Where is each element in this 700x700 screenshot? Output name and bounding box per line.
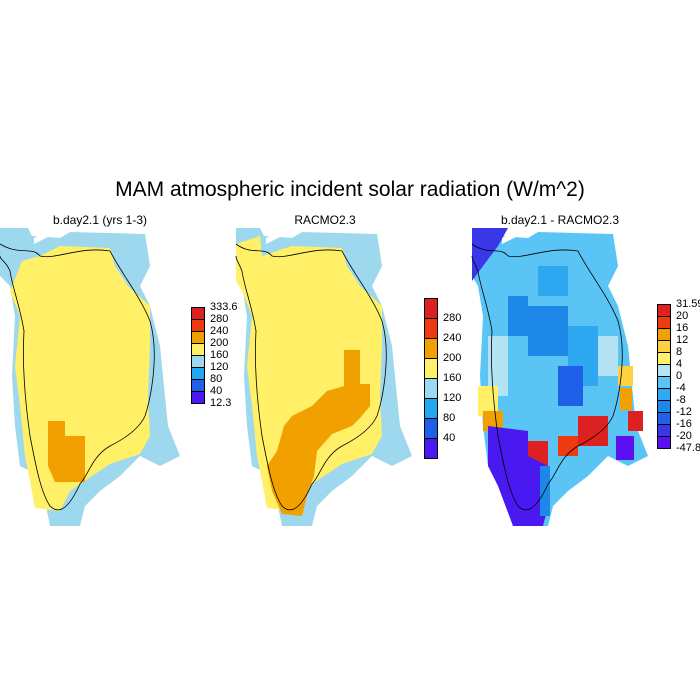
colorbar-label: 16 <box>676 322 689 334</box>
colorbar-swatches <box>191 307 205 404</box>
colorbar-swatch <box>191 331 205 343</box>
colorbar-label: 80 <box>443 412 456 424</box>
colorbar-swatch <box>424 358 438 378</box>
coastline <box>0 243 155 511</box>
colorbar-label: 333.6 <box>210 301 238 313</box>
colorbar-label: 80 <box>210 373 223 385</box>
colorbar-label: 8 <box>676 346 683 358</box>
colorbar-label: 200 <box>210 337 229 349</box>
colorbar-swatch <box>657 340 671 352</box>
colorbar-swatch <box>191 355 205 367</box>
colorbar-label: 31.59 <box>676 298 700 310</box>
colorbar-label: 240 <box>210 325 229 337</box>
coastline <box>471 243 623 511</box>
colorbar-label: 12 <box>676 334 689 346</box>
map-panel-difference <box>471 228 648 526</box>
colorbar-label: 280 <box>210 313 229 325</box>
map-shading <box>236 228 412 526</box>
colorbar-label: -20 <box>676 430 692 442</box>
colorbar-swatch <box>191 379 205 391</box>
colorbar-swatch <box>657 352 671 364</box>
colorbar-swatch <box>657 424 671 436</box>
colorbar-swatch <box>191 391 205 404</box>
colorbar-swatch <box>657 364 671 376</box>
colorbar-swatch <box>191 319 205 331</box>
colorbar-label: 12.3 <box>210 397 232 409</box>
colorbar-swatch <box>657 412 671 424</box>
map-shading <box>0 228 180 526</box>
map-panel-racmo <box>235 228 412 526</box>
colorbar-label: 0 <box>676 370 683 382</box>
colorbar-label: 120 <box>210 361 229 373</box>
colorbar-swatch <box>191 307 205 319</box>
colorbar-swatches <box>424 298 438 459</box>
colorbar-swatch <box>657 400 671 412</box>
colorbar-label: 4 <box>676 358 683 370</box>
map-shading <box>472 228 648 526</box>
colorbar-label: 200 <box>443 352 462 364</box>
colorbar-swatch <box>424 338 438 358</box>
colorbar-label: 40 <box>443 432 456 444</box>
colorbar-label: 160 <box>210 349 229 361</box>
colorbar-label: -4 <box>676 382 686 394</box>
colorbar-label: 240 <box>443 332 462 344</box>
colorbar-swatch <box>657 376 671 388</box>
colorbar-swatch <box>657 316 671 328</box>
colorbar-label: 280 <box>443 312 462 324</box>
colorbar-swatch <box>191 343 205 355</box>
colorbar-swatch <box>424 318 438 338</box>
colorbar-swatch <box>424 418 438 438</box>
panel-title-model: b.day2.1 (yrs 1-3) <box>52 213 148 227</box>
map-panel-model <box>0 228 180 526</box>
colorbar-swatch <box>657 388 671 400</box>
colorbar-swatch <box>657 328 671 340</box>
colorbar-swatches <box>657 304 671 449</box>
colorbar-label: -47.81 <box>676 442 700 454</box>
panel-title-difference: b.day2.1 - RACMO2.3 <box>500 213 620 227</box>
colorbar-swatch <box>657 304 671 316</box>
figure-title: MAM atmospheric incident solar radiation… <box>115 178 585 201</box>
colorbar-swatch <box>424 298 438 318</box>
colorbar-label: 20 <box>676 310 689 322</box>
colorbar-label: 40 <box>210 385 223 397</box>
colorbar-swatch <box>191 367 205 379</box>
colorbar-swatch <box>424 378 438 398</box>
panel-title-racmo: RACMO2.3 <box>294 213 356 227</box>
colorbar-label: 160 <box>443 372 462 384</box>
colorbar-label: -8 <box>676 394 686 406</box>
colorbar-label: -16 <box>676 418 692 430</box>
colorbar-label: 120 <box>443 392 462 404</box>
colorbar-label: -12 <box>676 406 692 418</box>
colorbar-swatch <box>424 438 438 459</box>
coastline <box>235 243 387 511</box>
colorbar-swatch <box>657 436 671 449</box>
colorbar-swatch <box>424 398 438 418</box>
